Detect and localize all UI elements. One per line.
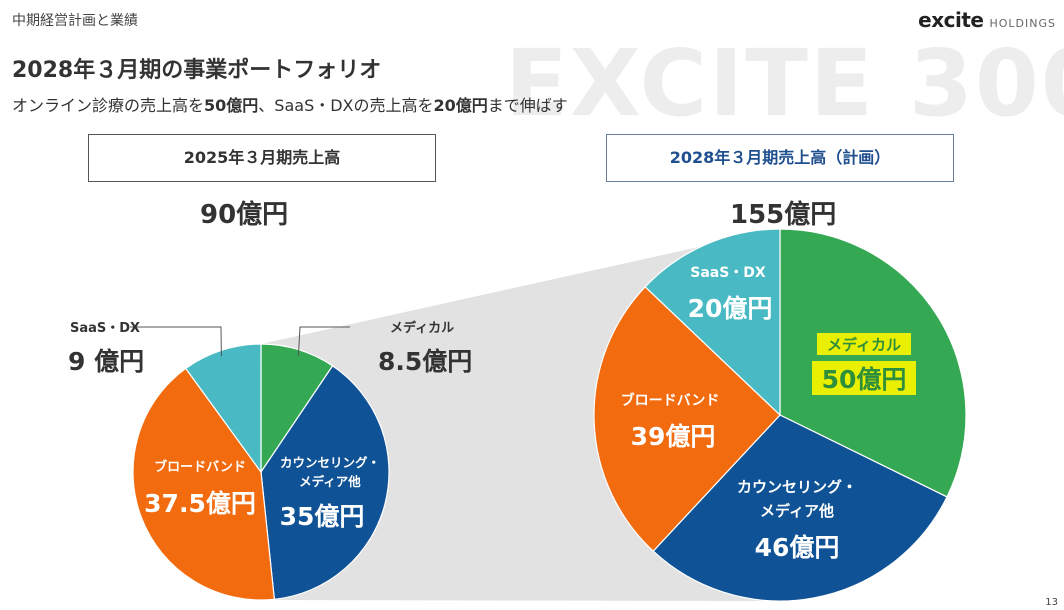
company-logo: excite HOLDINGS xyxy=(918,8,1056,32)
subtitle-emph: 20億円 xyxy=(433,96,488,115)
page-number: 13 xyxy=(1045,597,1058,608)
pie2-highlight xyxy=(817,333,911,355)
pie1-label-name: カウンセリング・ xyxy=(280,455,380,470)
logo-sub: HOLDINGS xyxy=(989,17,1056,30)
pie1-label-value: 37.5億円 xyxy=(144,489,256,518)
subtitle-part: まで伸ばす xyxy=(487,96,568,115)
pie2-label-name: SaaS・DX xyxy=(690,265,766,281)
pie2-label-value: 50億円 xyxy=(822,365,907,394)
pie1-label-name: SaaS・DX xyxy=(70,321,140,336)
pie1-slice-1 xyxy=(260,365,390,600)
subtitle-part: オンライン診療の売上高を xyxy=(12,96,205,115)
pie1-slice-2 xyxy=(132,367,276,601)
pie1-label-name: ブロードバンド xyxy=(154,459,246,475)
right-period-header: 2028年３月期売上高（計画） xyxy=(606,134,954,182)
pie2-slice-1 xyxy=(652,414,948,602)
page-subtitle: オンライン診療の売上高を50億円、SaaS・DXの売上高を20億円まで伸ばす xyxy=(12,92,568,116)
pie2-label-name: メディカル xyxy=(827,336,901,354)
pie1-leader-saas xyxy=(130,326,222,357)
pie2-label-name: ブロードバンド xyxy=(621,392,720,409)
pie1-leader-medical xyxy=(297,326,350,356)
pie2-label-value: 39億円 xyxy=(631,422,716,451)
subtitle-emph: 50億円 xyxy=(204,96,259,115)
watermark: EXCITE 300 xyxy=(505,30,1064,137)
section-label: 中期経営計画と業績 xyxy=(12,13,138,29)
pie2-label-value: 46億円 xyxy=(755,533,840,562)
pie2-highlight xyxy=(812,361,916,395)
pie2-label-value: 20億円 xyxy=(688,294,773,323)
pie1-label-value: 8.5億円 xyxy=(378,347,472,376)
pie2-slice-2 xyxy=(593,286,781,552)
pie2-label-name: メディア他 xyxy=(760,502,834,520)
subtitle-part: 、SaaS・DXの売上高を xyxy=(258,96,434,115)
right-total: 155億円 xyxy=(730,200,837,230)
pie2-slice-3 xyxy=(644,228,781,417)
pie1-label-value: 9 億円 xyxy=(68,347,144,376)
left-period-header: 2025年３月期売上高 xyxy=(88,134,436,182)
pie1-label-name: メディア他 xyxy=(299,474,361,489)
pie1-label-name: メディカル xyxy=(390,320,454,336)
pie2-label-name: カウンセリング・ xyxy=(737,478,857,496)
left-total: 90億円 xyxy=(200,200,289,230)
page-title: 2028年３月期の事業ポートフォリオ xyxy=(12,58,382,83)
pie1-label-value: 35億円 xyxy=(280,502,365,531)
logo-mark: excite xyxy=(918,8,984,32)
